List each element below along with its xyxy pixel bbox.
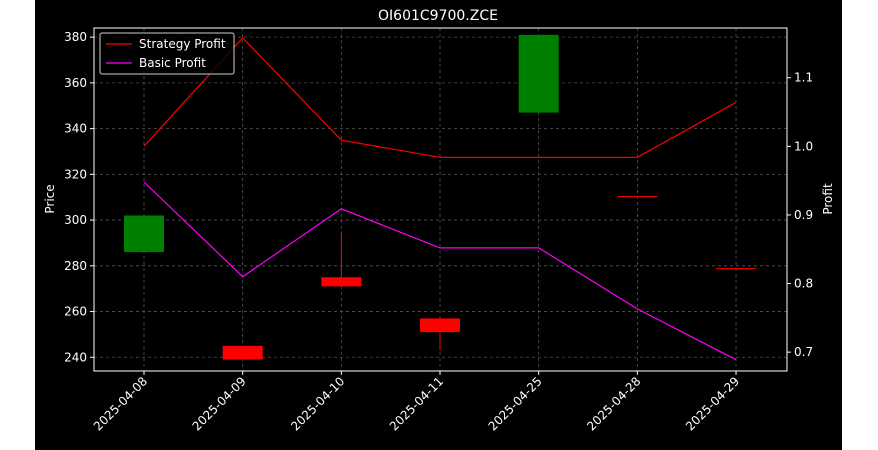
y-left-tick-label: 380 (64, 30, 87, 44)
x-tick-label: 2025-04-28 (584, 374, 643, 433)
basic-profit-line (143, 181, 737, 361)
y-right-tick-label: 0.7 (794, 345, 813, 359)
x-tick-label: 2025-04-08 (91, 374, 150, 433)
legend-box (99, 32, 235, 75)
candle-body (716, 268, 757, 270)
candle-body (222, 345, 263, 360)
y-left-tick-label: 280 (64, 259, 87, 273)
grid (94, 28, 787, 371)
chart-figure: OI601C9700.ZCE 240 260 280 300 320 340 360 380 2… (35, 0, 842, 450)
y-left-tick-label: 340 (64, 122, 87, 136)
x-tick-label: 2025-04-11 (387, 374, 446, 433)
axes: 240 260 280 300 320 340 360 380 2025-04-08 2025-0… (64, 30, 813, 433)
legend-label-strategy-profit: Strategy Profit (139, 37, 226, 51)
y-right-tick-label: 1.0 (794, 139, 813, 153)
x-tick-label: 2025-04-09 (190, 374, 249, 433)
y-left-tick-label: 360 (64, 76, 87, 90)
y-left-tick-label: 320 (64, 167, 87, 181)
candle-body (617, 196, 658, 198)
candle-body (420, 318, 461, 333)
y-right-tick-label: 1.1 (794, 71, 813, 85)
y-axis-left-title: Price (43, 184, 57, 213)
y-left-tick-label: 240 (64, 350, 87, 364)
y-left-tick-label: 300 (64, 213, 87, 227)
x-tick-label: 2025-04-29 (683, 374, 742, 433)
candle-body (124, 215, 164, 253)
strategy-profit-line (143, 37, 737, 158)
chart-title: OI601C9700.ZCE (378, 8, 498, 24)
legend: Strategy Profit Basic Profit (99, 32, 235, 75)
legend-label-basic-profit: Basic Profit (139, 56, 206, 70)
x-tick-label: 2025-04-25 (486, 374, 545, 433)
y-right-tick-label: 0.9 (794, 208, 813, 222)
y-right-tick-label: 0.8 (794, 277, 813, 291)
candle-body (321, 277, 362, 287)
candle-body (518, 34, 559, 113)
candlestick-chart: OI601C9700.ZCE 2402602803003203403603802… (43, 8, 835, 433)
y-axis-right-title: Profit (821, 183, 835, 215)
candles (124, 34, 757, 360)
profit-lines (143, 37, 737, 361)
y-left-tick-label: 260 (64, 305, 87, 319)
x-tick-label: 2025-04-10 (288, 374, 347, 433)
